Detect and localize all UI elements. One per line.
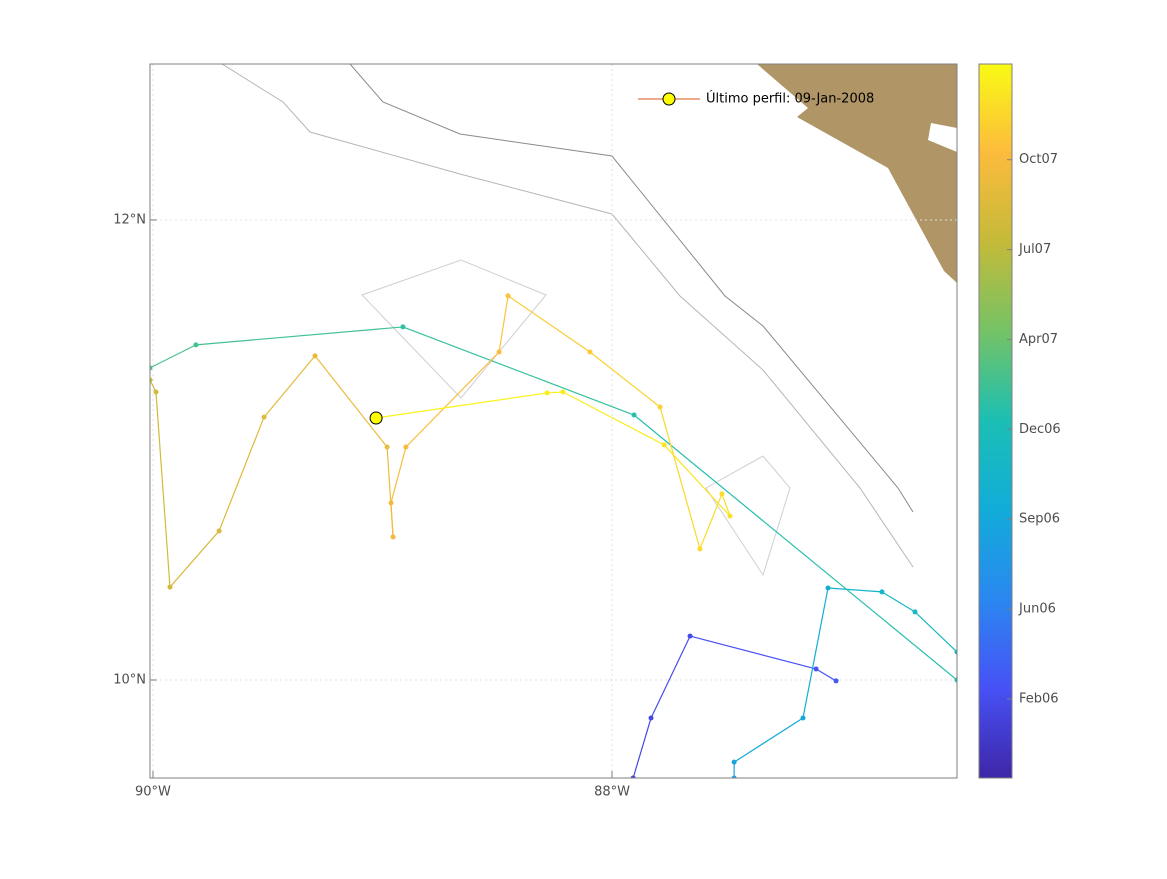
track-segment bbox=[659, 406, 701, 550]
profile-marker bbox=[954, 677, 957, 683]
plot-area bbox=[150, 64, 957, 778]
profile-marker bbox=[657, 404, 663, 410]
colorbar-label: Oct07 bbox=[1019, 152, 1058, 167]
profile-marker bbox=[390, 534, 396, 540]
colorbar-label: Dec06 bbox=[1019, 422, 1061, 437]
colorbar-label: Apr07 bbox=[1019, 332, 1058, 347]
track-segment bbox=[507, 295, 591, 353]
profile-marker bbox=[153, 389, 159, 395]
track-segment bbox=[375, 392, 548, 419]
track-segment bbox=[218, 416, 265, 532]
colorbar-label: Jun06 bbox=[1018, 602, 1056, 617]
legend-label: Último perfil: 09-Jan-2008 bbox=[706, 91, 874, 107]
profile-marker bbox=[661, 442, 667, 448]
profile-marker bbox=[560, 389, 566, 395]
track-segment bbox=[827, 587, 882, 593]
profile-marker bbox=[496, 349, 502, 355]
colorbar-label: Feb06 bbox=[1019, 691, 1059, 706]
profile-marker bbox=[687, 633, 693, 639]
track-segment bbox=[547, 391, 563, 394]
grid bbox=[150, 64, 957, 778]
track-segment bbox=[689, 635, 817, 670]
colorbar-label: Jul07 bbox=[1018, 242, 1051, 257]
profile-marker bbox=[150, 365, 153, 371]
track-segment bbox=[589, 351, 661, 408]
track-segment bbox=[390, 446, 407, 504]
track-segment bbox=[402, 326, 635, 416]
profile-marker bbox=[697, 546, 703, 552]
land bbox=[757, 64, 957, 283]
x-tick-label: 90°W bbox=[135, 785, 171, 800]
x-tick-label: 88°W bbox=[594, 785, 630, 800]
track-segment bbox=[802, 587, 829, 719]
track-segment bbox=[390, 502, 394, 537]
profile-marker bbox=[388, 500, 394, 506]
profile-marker bbox=[912, 609, 918, 615]
last-profile bbox=[369, 411, 383, 425]
profile-marker bbox=[403, 444, 409, 450]
profile-marker bbox=[167, 584, 173, 590]
profile-marker bbox=[216, 528, 222, 534]
track-segment bbox=[498, 295, 509, 353]
track-segment bbox=[405, 351, 500, 448]
profile-marker bbox=[954, 649, 957, 655]
legend: Último perfil: 09-Jan-2008 bbox=[638, 91, 874, 107]
profile-marker bbox=[312, 353, 318, 359]
profile-marker bbox=[544, 390, 550, 396]
profile-marker bbox=[719, 491, 725, 497]
track-segment bbox=[881, 591, 916, 613]
y-tick-label: 12°N bbox=[113, 212, 146, 227]
profile-marker bbox=[731, 775, 737, 778]
track-segment bbox=[562, 391, 665, 446]
trajectory bbox=[150, 293, 957, 778]
track-segment bbox=[263, 355, 316, 418]
profile-marker bbox=[630, 775, 636, 778]
legend-marker bbox=[662, 92, 676, 106]
colorbar-label: Sep06 bbox=[1019, 512, 1060, 527]
profile-marker bbox=[400, 324, 406, 330]
track-segment bbox=[150, 344, 197, 369]
profile-marker bbox=[587, 349, 593, 355]
profile-marker bbox=[825, 585, 831, 591]
contour bbox=[361, 259, 547, 399]
y-tick-label: 10°N bbox=[113, 673, 146, 688]
track-segment bbox=[314, 355, 388, 448]
track-segment bbox=[633, 414, 957, 681]
colorbar bbox=[978, 63, 1013, 779]
track-segment bbox=[815, 668, 837, 682]
profile-marker bbox=[631, 412, 637, 418]
track-segment bbox=[155, 391, 171, 588]
profile-marker bbox=[800, 715, 806, 721]
track-segment bbox=[721, 493, 731, 517]
profile-marker bbox=[648, 715, 654, 721]
track-segment bbox=[733, 717, 804, 763]
axes-box bbox=[149, 63, 958, 779]
profile-marker bbox=[384, 444, 390, 450]
profile-marker bbox=[261, 414, 267, 420]
track-segment bbox=[169, 530, 220, 588]
profile-marker bbox=[505, 293, 511, 299]
track-segment bbox=[195, 326, 403, 346]
profile-marker bbox=[727, 513, 733, 519]
track-segment bbox=[663, 444, 731, 517]
profile-marker bbox=[813, 666, 819, 672]
contour bbox=[705, 455, 791, 577]
profile-marker bbox=[833, 678, 839, 684]
profile-marker bbox=[731, 759, 737, 765]
isobath bbox=[349, 64, 914, 513]
profile-marker bbox=[150, 377, 153, 383]
track-segment bbox=[650, 635, 691, 719]
track-segment bbox=[914, 611, 957, 653]
profile-marker bbox=[193, 342, 199, 348]
profile-marker bbox=[879, 589, 885, 595]
track-segment bbox=[632, 717, 652, 778]
